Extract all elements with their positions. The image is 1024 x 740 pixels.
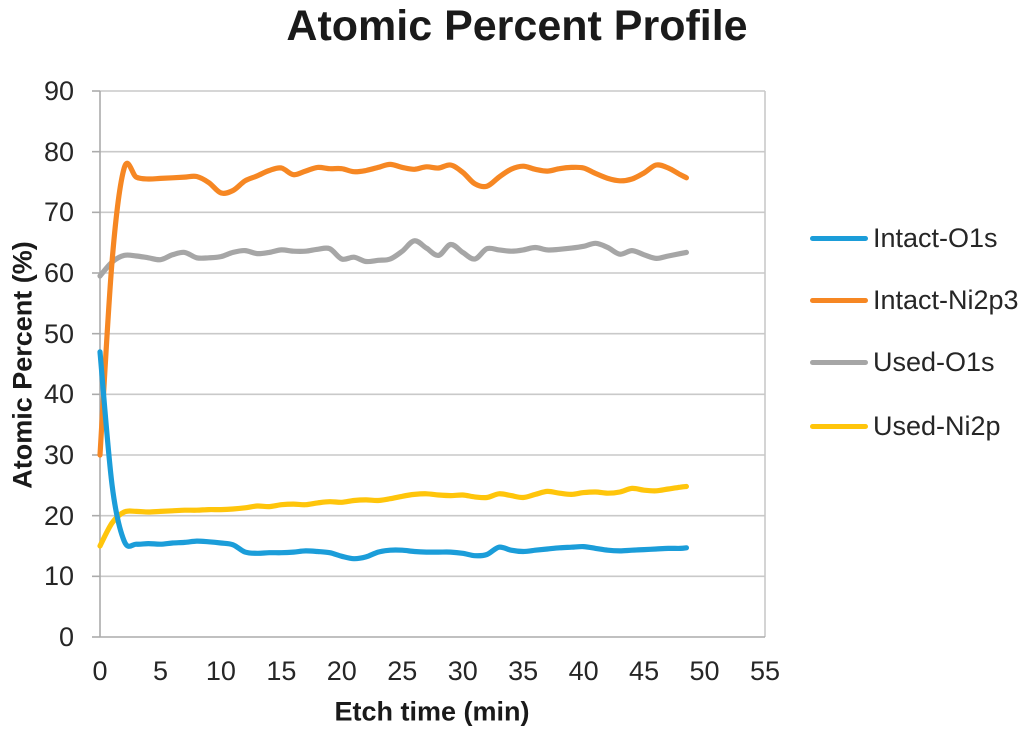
x-tick-label: 25 [387, 656, 418, 686]
y-tick-label: 70 [43, 197, 74, 228]
chart-title: Atomic Percent Profile [286, 2, 748, 50]
legend-label: Intact-Ni2p3 [873, 284, 1019, 315]
x-tick-label: 35 [508, 656, 539, 686]
legend-item-used-ni2p: Used-Ni2p [810, 409, 1001, 443]
legend-swatch-icon [810, 423, 868, 429]
y-tick-label: 40 [43, 379, 74, 410]
y-tick-label: 60 [43, 258, 74, 288]
legend-item-intact-o1s: Intact-O1s [810, 221, 998, 255]
x-tick-label: 50 [689, 656, 720, 686]
legend-item-intact-ni2p3: Intact-Ni2p3 [810, 283, 1019, 317]
series-line-intact-ni2p3 [97, 160, 689, 458]
x-tick-label: 55 [749, 656, 781, 686]
x-axis-title: Etch time (min) [334, 696, 530, 727]
x-tick-label: 5 [152, 656, 168, 686]
x-tick-label: 40 [568, 656, 599, 686]
legend-item-used-o1s: Used-O1s [810, 345, 995, 379]
x-tick-label: 45 [629, 656, 660, 686]
series-line-used-ni2p [97, 483, 689, 549]
y-tick-label: 30 [43, 440, 74, 470]
series-line-intact-o1s [97, 349, 689, 562]
y-tick-label: 10 [43, 561, 74, 592]
x-tick-label: 0 [92, 656, 108, 686]
legend-label: Used-Ni2p [873, 410, 1001, 441]
legend-label: Used-O1s [873, 346, 995, 377]
legend-swatch-icon [810, 359, 868, 365]
legend-swatch-icon [810, 235, 868, 241]
y-tick-label: 50 [43, 318, 74, 349]
y-tick-label: 20 [43, 500, 74, 531]
series-line-used-o1s [97, 238, 689, 279]
y-tick-label: 0 [58, 622, 74, 652]
x-tick-label: 20 [326, 656, 357, 686]
y-tick-label: 80 [43, 136, 74, 167]
y-tick-label: 90 [43, 76, 74, 106]
x-tick-label: 30 [447, 656, 478, 686]
legend-swatch-icon [810, 297, 868, 303]
legend-label: Intact-O1s [873, 222, 998, 253]
x-tick-label: 15 [266, 656, 297, 686]
x-tick-label: 10 [205, 656, 236, 686]
